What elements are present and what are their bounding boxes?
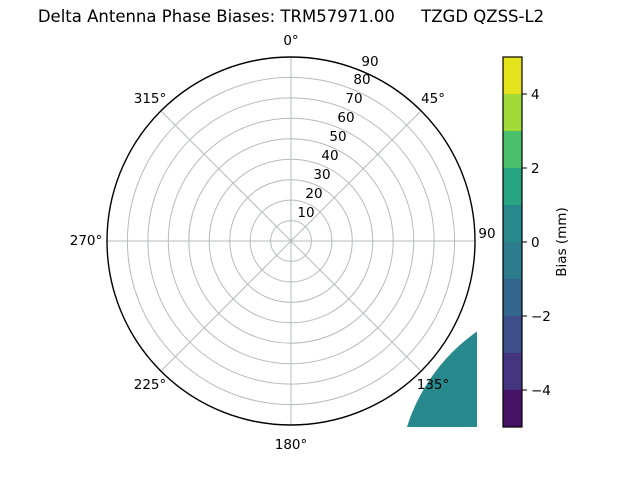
colorbar-segment-4-5: [503, 57, 522, 94]
r-label-40: 40: [321, 148, 338, 164]
colorbar-segment-m4-m3: [503, 353, 522, 390]
colorbar-tick-marks: [522, 93, 527, 391]
contour-region-blue-northeast-streak: [387, 103, 461, 163]
theta-tick-labels: 0° 45° 90 135° 180° 225° 270° 315°: [70, 33, 496, 453]
theta-label-270: 270°: [70, 233, 103, 249]
theta-label-135: 135°: [417, 377, 450, 393]
colorbar-segment-3-4: [503, 94, 522, 131]
colorbar-ticklabel-m2: −2: [531, 309, 551, 325]
colorbar-ticklabel-2: 2: [531, 161, 540, 177]
theta-label-45: 45°: [421, 91, 445, 107]
r-label-80: 80: [353, 72, 370, 88]
grid-spoke-135-315: [160, 110, 422, 372]
colorbar-segment-2-3: [503, 131, 522, 168]
contour-region-dark-southwest: [101, 177, 301, 433]
theta-label-90: 90: [478, 226, 495, 242]
colorbar-tick-labels: 4 2 0 −2 −4: [531, 87, 551, 399]
r-label-20: 20: [305, 186, 322, 202]
colorbar-axis-label: Bias (mm): [554, 207, 570, 276]
colorbar-ticklabel-0: 0: [531, 235, 540, 251]
theta-label-180: 180°: [275, 437, 308, 453]
colorbar-segment-m1-0: [503, 242, 522, 279]
contour-region-blue-southwest-blob: [192, 337, 242, 370]
colorbar-segment-m2-m1: [503, 279, 522, 316]
chart-title: Delta Antenna Phase Biases: TRM57971.00 …: [37, 7, 545, 26]
contour-region-green-northwest: [125, 61, 285, 215]
r-label-60: 60: [337, 110, 354, 126]
r-label-10: 10: [297, 205, 314, 221]
polar-grid: [106, 56, 476, 426]
r-label-50: 50: [329, 129, 346, 145]
polar-outline: [106, 56, 476, 426]
r-label-70: 70: [345, 91, 362, 107]
colorbar-ticklabel-m4: −4: [531, 383, 551, 399]
theta-label-315: 315°: [134, 91, 167, 107]
colorbar-segment-m3-m2: [503, 316, 522, 353]
colorbar-segment-1-2: [503, 168, 522, 205]
r-label-90: 90: [361, 54, 378, 70]
colorbar-segment-0-1: [503, 205, 522, 242]
radial-tick-labels: 10 20 30 40 50 60 70 80 90: [297, 54, 378, 221]
colorbar-segment-m5-m4: [503, 390, 522, 427]
r-label-30: 30: [313, 167, 330, 183]
colorbar: 4 2 0 −2 −4 Bias (mm): [502, 56, 570, 428]
theta-label-0: 0°: [283, 33, 298, 49]
colorbar-ticklabel-4: 4: [531, 87, 540, 103]
theta-label-225: 225°: [134, 377, 167, 393]
